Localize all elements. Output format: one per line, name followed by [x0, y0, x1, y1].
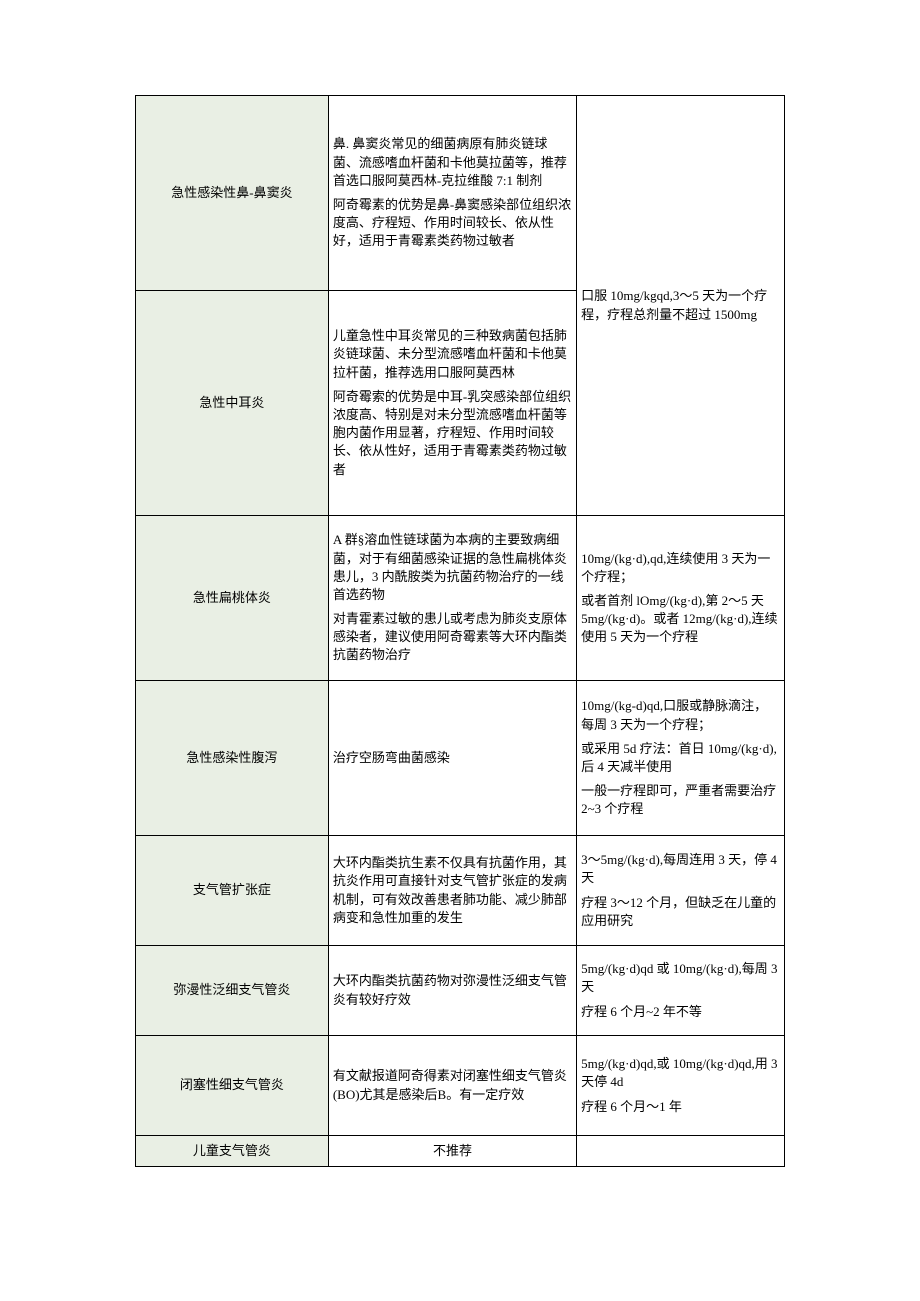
medication-table: 急性感染性鼻-鼻窦炎 鼻. 鼻窦炎常见的细菌病原有肺炎链球菌、流感嗜血杆菌和卡他…: [135, 95, 785, 1167]
disease-cell: 急性扁桃体炎: [136, 516, 329, 681]
dosage-cell: 3～5mg/(kg·d),每周连用 3 天，停 4 天 疗程 3～12 个月，但…: [577, 836, 785, 946]
description-cell: A 群§溶血性链球菌为本病的主要致病细菌，对于有细菌感染证据的急性扁桃体炎患儿，…: [328, 516, 576, 681]
table-row: 支气管扩张症 大环内酯类抗生素不仅具有抗菌作用，其抗炎作用可直接针对支气管扩张症…: [136, 836, 785, 946]
disease-cell: 闭塞性细支气管炎: [136, 1036, 329, 1136]
table-row: 急性感染性腹泻 治疗空肠弯曲菌感染 10mg/(kg-d)qd,口服或静脉滴注，…: [136, 681, 785, 836]
dosage-paragraph: 一般一疗程即可，严重者需要治疗 2~3 个疗程: [581, 782, 780, 818]
disease-cell: 支气管扩张症: [136, 836, 329, 946]
dosage-cell: 10mg/(kg-d)qd,口服或静脉滴注，每周 3 天为一个疗程； 或采用 5…: [577, 681, 785, 836]
dosage-cell: 口服 10mg/kgqd,3～5 天为一个疗程，疗程总剂量不超过 1500mg: [577, 96, 785, 516]
disease-cell: 弥漫性泛细支气管炎: [136, 946, 329, 1036]
description-cell: 儿童急性中耳炎常见的三种致病菌包括肺炎链球菌、未分型流感嗜血杆菌和卡他莫拉杆菌，…: [328, 291, 576, 516]
dosage-paragraph: 5mg/(kg·d)qd,或 10mg/(kg·d)qd,用 3 天停 4d: [581, 1055, 780, 1091]
description-cell: 有文献报道阿奇得素对闭塞性细支气管炎(BO)尤其是感染后B。有一定疗效: [328, 1036, 576, 1136]
desc-paragraph: A 群§溶血性链球菌为本病的主要致病细菌，对于有细菌感染证据的急性扁桃体炎患儿，…: [333, 531, 572, 604]
description-cell: 大环内酯类抗菌药物对弥漫性泛细支气管炎有较好疗效: [328, 946, 576, 1036]
table-row: 弥漫性泛细支气管炎 大环内酯类抗菌药物对弥漫性泛细支气管炎有较好疗效 5mg/(…: [136, 946, 785, 1036]
table-row: 闭塞性细支气管炎 有文献报道阿奇得素对闭塞性细支气管炎(BO)尤其是感染后B。有…: [136, 1036, 785, 1136]
disease-cell: 急性中耳炎: [136, 291, 329, 516]
desc-paragraph: 对青霍素过敏的患儿或考虑为肺炎支原体感染者，建议使用阿奇霉素等大环内酯类抗菌药物…: [333, 610, 572, 665]
desc-paragraph: 阿奇霉索的优势是中耳-乳突感染部位组织浓度高、特别是对未分型流感嗜血杆菌等胞内菌…: [333, 388, 572, 479]
dosage-paragraph: 疗程 6 个月~2 年不等: [581, 1003, 780, 1021]
dosage-paragraph: 10mg/(kg·d),qd,连续使用 3 天为一个疗程；: [581, 550, 780, 586]
dosage-cell: 10mg/(kg·d),qd,连续使用 3 天为一个疗程； 或者首剂 lOmg/…: [577, 516, 785, 681]
description-cell: 鼻. 鼻窦炎常见的细菌病原有肺炎链球菌、流感嗜血杆菌和卡他莫拉菌等，推荐首选口服…: [328, 96, 576, 291]
dosage-cell: 5mg/(kg·d)qd,或 10mg/(kg·d)qd,用 3 天停 4d 疗…: [577, 1036, 785, 1136]
description-cell: 不推荐: [328, 1136, 576, 1167]
desc-paragraph: 儿童急性中耳炎常见的三种致病菌包括肺炎链球菌、未分型流感嗜血杆菌和卡他莫拉杆菌，…: [333, 327, 572, 382]
dosage-paragraph: 或者首剂 lOmg/(kg·d),第 2～5 天 5mg/(kg·d)。或者 1…: [581, 592, 780, 647]
dosage-paragraph: 10mg/(kg-d)qd,口服或静脉滴注，每周 3 天为一个疗程；: [581, 697, 780, 733]
dosage-paragraph: 3～5mg/(kg·d),每周连用 3 天，停 4 天: [581, 851, 780, 887]
table-row: 急性扁桃体炎 A 群§溶血性链球菌为本病的主要致病细菌，对于有细菌感染证据的急性…: [136, 516, 785, 681]
dosage-paragraph: 疗程 3～12 个月，但缺乏在儿童的应用研究: [581, 894, 780, 930]
dosage-paragraph: 或采用 5d 疗法：首日 10mg/(kg·d),后 4 天减半使用: [581, 740, 780, 776]
dosage-cell: 5mg/(kg·d)qd 或 10mg/(kg·d),每周 3 天 疗程 6 个…: [577, 946, 785, 1036]
disease-cell: 儿童支气管炎: [136, 1136, 329, 1167]
dosage-paragraph: 5mg/(kg·d)qd 或 10mg/(kg·d),每周 3 天: [581, 960, 780, 996]
dosage-cell: [577, 1136, 785, 1167]
disease-cell: 急性感染性鼻-鼻窦炎: [136, 96, 329, 291]
table-row: 急性感染性鼻-鼻窦炎 鼻. 鼻窦炎常见的细菌病原有肺炎链球菌、流感嗜血杆菌和卡他…: [136, 96, 785, 291]
table-row: 儿童支气管炎 不推荐: [136, 1136, 785, 1167]
disease-cell: 急性感染性腹泻: [136, 681, 329, 836]
desc-paragraph: 阿奇霉素的优势是鼻-鼻窦感染部位组织浓度高、疗程短、作用时间较长、依从性好，适用…: [333, 196, 572, 251]
description-cell: 大环内酯类抗生素不仅具有抗菌作用，其抗炎作用可直接针对支气管扩张症的发病机制，可…: [328, 836, 576, 946]
desc-paragraph: 鼻. 鼻窦炎常见的细菌病原有肺炎链球菌、流感嗜血杆菌和卡他莫拉菌等，推荐首选口服…: [333, 135, 572, 190]
dosage-paragraph: 疗程 6 个月～1 年: [581, 1098, 780, 1116]
description-cell: 治疗空肠弯曲菌感染: [328, 681, 576, 836]
